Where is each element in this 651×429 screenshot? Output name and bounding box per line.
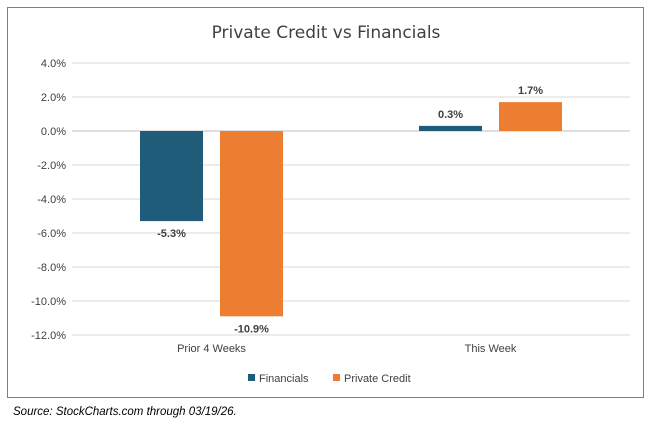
y-tick-label: -2.0% bbox=[37, 160, 66, 172]
legend: Financials Private Credit bbox=[248, 373, 411, 385]
y-tick-label: -8.0% bbox=[37, 262, 66, 274]
x-category-label: This Week bbox=[465, 343, 517, 355]
y-tick-label: -10.0% bbox=[31, 296, 66, 308]
data-label: -5.3% bbox=[157, 228, 186, 240]
y-tick-label: -4.0% bbox=[37, 194, 66, 206]
x-axis-categories: Prior 4 Weeks This Week bbox=[177, 343, 517, 355]
legend-swatch-financials bbox=[248, 374, 255, 381]
y-tick-label: -12.0% bbox=[31, 330, 66, 342]
y-tick-label: 2.0% bbox=[41, 92, 66, 104]
bar-financials-1 bbox=[419, 125, 482, 131]
chart-title: Private Credit vs Financials bbox=[212, 23, 441, 43]
data-label: 1.7% bbox=[518, 85, 543, 97]
data-label: -10.9% bbox=[234, 323, 269, 335]
data-labels: -5.3% -10.9% 0.3% 1.7% bbox=[157, 85, 543, 335]
legend-entry: Financials bbox=[259, 373, 309, 385]
y-tick-label: -6.0% bbox=[37, 228, 66, 240]
bar-private-credit-1 bbox=[499, 102, 562, 131]
y-tick-label: 4.0% bbox=[41, 58, 66, 70]
source-note: Source: StockCharts.com through 03/19/26… bbox=[13, 406, 237, 418]
y-axis-ticks: 4.0% 2.0% 0.0% -2.0% -4.0% -6.0% -8.0% -10.0% -1… bbox=[31, 58, 66, 342]
data-label: 0.3% bbox=[438, 109, 463, 121]
legend-swatch-private-credit bbox=[333, 374, 340, 381]
bar-financials-0 bbox=[140, 131, 203, 222]
x-category-label: Prior 4 Weeks bbox=[177, 343, 246, 355]
chart-svg: Private Credit vs Financials 4.0% 2.0% 0.0… bbox=[31, 23, 630, 385]
legend-entry: Private Credit bbox=[344, 373, 411, 385]
chart-frame: Private Credit vs Financials 4.0% 2.0% 0.0… bbox=[7, 7, 644, 398]
y-tick-label: 0.0% bbox=[41, 126, 66, 138]
bars bbox=[140, 102, 562, 317]
bar-private-credit-0 bbox=[220, 131, 283, 317]
